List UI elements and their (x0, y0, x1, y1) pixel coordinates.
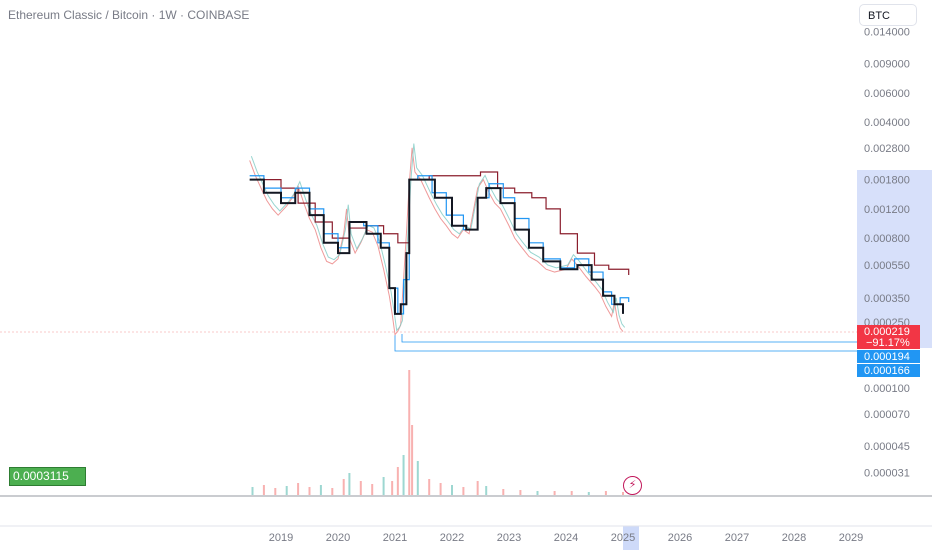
fast-line (249, 178, 624, 315)
volume-bar (536, 491, 539, 495)
volume-bar (451, 485, 453, 495)
price-tick-label: 0.000045 (864, 441, 910, 453)
volume-bar (308, 487, 311, 495)
time-tick-label: 2022 (440, 532, 464, 544)
price-series-up (250, 143, 626, 332)
level1-label-bg (857, 350, 920, 363)
price-tick-label: 0.004000 (864, 117, 910, 129)
time-tick-label: 2028 (782, 532, 806, 544)
volume-bar (331, 488, 334, 495)
time-tick-label: 2024 (554, 532, 578, 544)
change-percent-label: −91.17% (866, 337, 910, 349)
volume-bar (348, 473, 351, 495)
price-tick-label: 0.000100 (864, 383, 910, 395)
volume-bar (502, 489, 505, 495)
volume-bar (411, 425, 414, 495)
level1-label: 0.000194 (864, 351, 910, 363)
volume-bar (587, 492, 590, 495)
price-tick-label: 0.000350 (864, 293, 910, 305)
price-tick-label: 0.001200 (864, 204, 910, 216)
level2-label-bg (857, 364, 920, 377)
time-tick-label: 2027 (725, 532, 749, 544)
volume-bar (402, 455, 405, 495)
time-axis-highlight (623, 526, 639, 550)
volume-bar (391, 481, 394, 495)
price-tick-label: 0.002800 (864, 143, 910, 155)
price-tick-label: 0.006000 (864, 88, 910, 100)
price-axis-highlight (857, 170, 932, 348)
volume-bar (553, 491, 556, 495)
last-price-label: 0.000219 (864, 326, 910, 338)
volume-bar (462, 487, 465, 495)
time-tick-label: 2025 (611, 532, 635, 544)
volume-bar (285, 486, 288, 495)
volume-bar (251, 487, 254, 495)
price-tick-label: 0.001800 (864, 175, 910, 187)
volume-bar (519, 490, 522, 495)
price-tick-label: 0.014000 (864, 27, 910, 39)
price-tick-label: 0.000031 (864, 468, 910, 480)
volume-bar (439, 483, 442, 495)
volume-bar (319, 485, 322, 495)
volume-bar (570, 491, 573, 495)
time-axis[interactable]: 2019 2020 2021 2022 2023 2024 2025 2026 2027 2028… (269, 532, 863, 544)
time-tick-label: 2029 (839, 532, 863, 544)
volume-bar (476, 481, 479, 495)
lightning-bolt-icon[interactable]: ⚡ (623, 476, 642, 495)
price-tick-label: 0.000550 (864, 260, 910, 272)
volume-bar (297, 483, 300, 495)
time-tick-label: 2026 (668, 532, 692, 544)
volume-bar (408, 370, 411, 495)
volume-bar (342, 479, 345, 495)
volume-bar (371, 484, 374, 495)
time-tick-label: 2021 (383, 532, 407, 544)
indicator-value-label: 0.0003115 (9, 467, 86, 486)
price-tick-label: 0.000800 (864, 233, 910, 245)
volume-bar (396, 467, 399, 495)
level-line-2 (394, 334, 857, 352)
volume-bar (604, 491, 607, 495)
volume-bar (428, 479, 431, 495)
volume-bars (251, 370, 624, 495)
volume-bar (485, 486, 488, 495)
time-tick-label: 2020 (326, 532, 350, 544)
slow-line (258, 171, 630, 275)
volume-bar (262, 485, 265, 495)
price-tick-label: 0.000070 (864, 409, 910, 421)
time-tick-label: 2019 (269, 532, 293, 544)
chart-title: Ethereum Classic / Bitcoin · 1W · COINBA… (8, 8, 250, 22)
volume-bar (382, 477, 385, 495)
level2-label: 0.000166 (864, 365, 910, 377)
volume-bar (359, 481, 362, 495)
level-line-1 (401, 334, 857, 343)
currency-button[interactable]: BTC (859, 4, 917, 26)
mid-line (249, 175, 630, 315)
volume-bar (416, 461, 419, 495)
volume-bar (622, 492, 624, 495)
price-tick-label: 0.009000 (864, 59, 910, 71)
volume-bar (274, 488, 277, 495)
time-tick-label: 2023 (497, 532, 521, 544)
last-price-label-bg (857, 325, 920, 349)
